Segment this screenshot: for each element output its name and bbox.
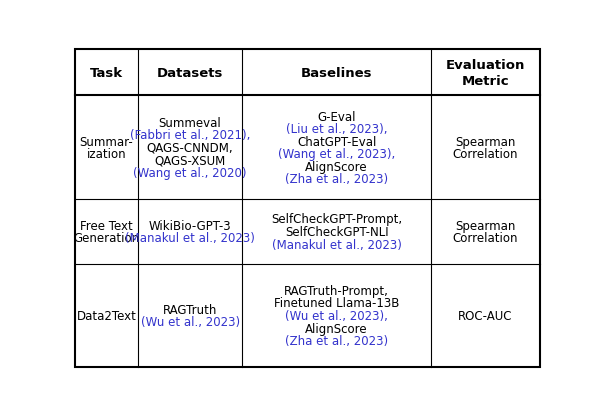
Text: (Manakul et al., 2023): (Manakul et al., 2023) [125,232,255,244]
Text: (Fabbri et al., 2021),: (Fabbri et al., 2021), [130,129,250,142]
Text: RAGTruth: RAGTruth [163,303,217,316]
Text: (Liu et al., 2023),: (Liu et al., 2023), [286,123,388,136]
Text: AlignScore: AlignScore [305,322,368,335]
Text: ization: ization [86,148,126,161]
Text: Generation: Generation [73,232,139,244]
Text: Spearman: Spearman [455,219,515,232]
Text: QAGS-XSUM: QAGS-XSUM [154,154,226,167]
Text: G-Eval: G-Eval [317,110,356,123]
Text: SelfCheckGPT-Prompt,: SelfCheckGPT-Prompt, [271,213,402,226]
Text: Free Text: Free Text [80,219,133,232]
Text: QAGS-CNNDM,: QAGS-CNNDM, [147,142,233,154]
Text: (Manakul et al., 2023): (Manakul et al., 2023) [272,238,401,251]
Text: Finetuned Llama-13B: Finetuned Llama-13B [274,297,399,310]
Text: ChatGPT-Eval: ChatGPT-Eval [297,135,376,148]
Text: AlignScore: AlignScore [305,160,368,173]
Text: (Wang et al., 2020): (Wang et al., 2020) [133,166,247,180]
Text: Summeval: Summeval [159,116,221,130]
Text: (Wu et al., 2023),: (Wu et al., 2023), [285,309,388,322]
Text: Evaluation
Metric: Evaluation Metric [446,58,525,88]
Text: (Zha et al., 2023): (Zha et al., 2023) [285,173,388,186]
Text: (Wu et al., 2023): (Wu et al., 2023) [140,316,239,328]
Text: Data2Text: Data2Text [76,309,136,322]
Text: WikiBio-GPT-3: WikiBio-GPT-3 [149,219,232,232]
Text: Spearman: Spearman [455,135,515,148]
Text: Correlation: Correlation [452,148,518,161]
Text: (Zha et al., 2023): (Zha et al., 2023) [285,334,388,347]
Text: Task: Task [90,66,123,79]
Text: Datasets: Datasets [157,66,223,79]
Text: ROC-AUC: ROC-AUC [458,309,512,322]
Text: RAGTruth-Prompt,: RAGTruth-Prompt, [284,284,389,297]
Text: Baselines: Baselines [301,66,373,79]
Text: Correlation: Correlation [452,232,518,244]
Text: SelfCheckGPT-NLI: SelfCheckGPT-NLI [285,225,388,238]
Text: (Wang et al., 2023),: (Wang et al., 2023), [278,148,395,161]
Text: Summar-: Summar- [80,135,133,148]
